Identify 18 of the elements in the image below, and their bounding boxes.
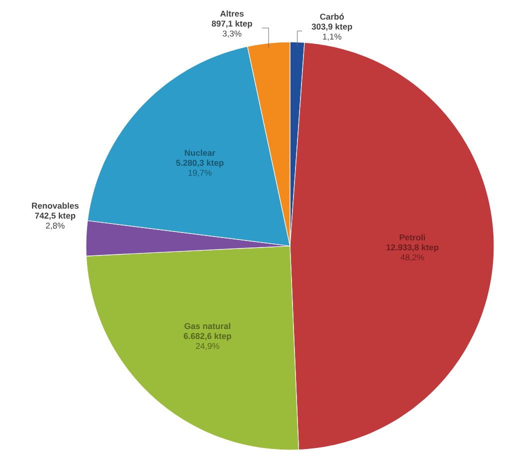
text: 2,8% — [46, 222, 65, 230]
data-label: 897,1 ktep — [212, 20, 252, 28]
slice-label: Renovables — [32, 202, 79, 209]
text: 19,7% — [188, 170, 212, 177]
slice-label: Carbó — [320, 13, 344, 20]
text: 3,3% — [222, 30, 242, 38]
slice-label: Altres — [220, 10, 244, 17]
data-label: 303,9 ktep — [312, 23, 352, 32]
text: 48,2% — [400, 254, 424, 262]
text: 1,1% — [322, 34, 342, 41]
data-label: 5.280,3 ktep — [176, 160, 224, 168]
text: 24,9% — [196, 343, 220, 350]
slice-label: Petroli — [400, 234, 425, 240]
slice-label: Gas natural — [184, 322, 230, 330]
data-label: 6.682,6 ktep — [184, 332, 232, 341]
data-label: 12.933,8 ktep — [386, 244, 438, 252]
data-label: 742,5 ktep — [35, 212, 76, 220]
slice-label: Nuclear — [184, 150, 216, 156]
